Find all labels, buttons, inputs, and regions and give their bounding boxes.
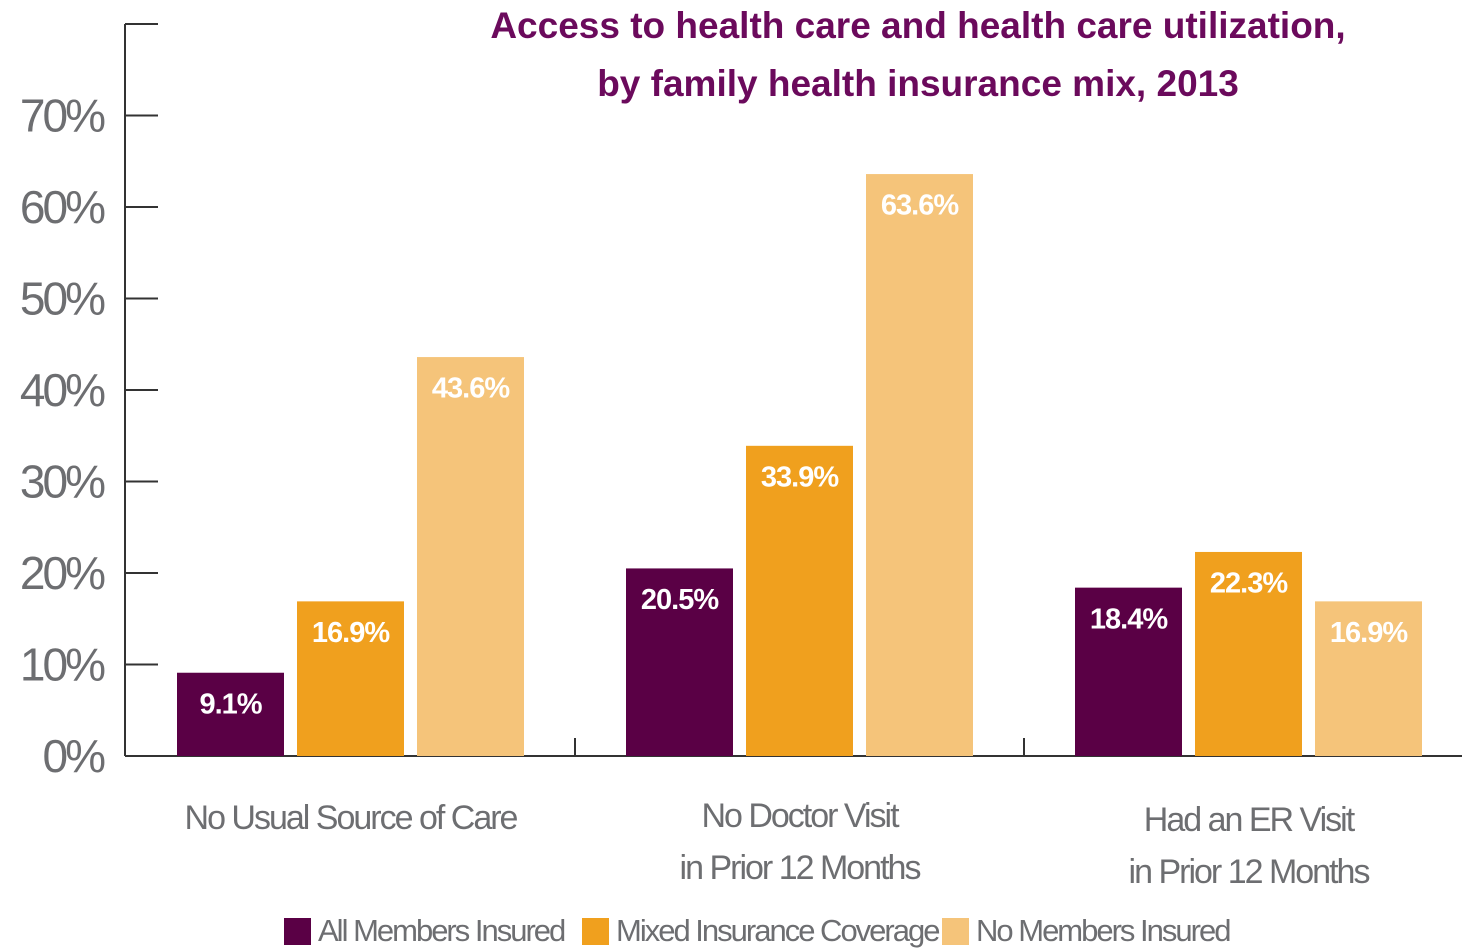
bar bbox=[746, 445, 853, 756]
bar bbox=[1195, 551, 1302, 756]
y-tick-label: 30% bbox=[20, 456, 105, 508]
chart-title: by family health insurance mix, 2013 bbox=[597, 63, 1239, 104]
bar bbox=[1075, 587, 1182, 756]
legend-swatch bbox=[284, 918, 311, 945]
legend-swatch bbox=[582, 918, 609, 945]
x-tick-label: in Prior 12 Months bbox=[1129, 853, 1370, 891]
data-label: 22.3% bbox=[1210, 568, 1288, 600]
y-tick-label: 50% bbox=[20, 273, 105, 325]
data-label: 18.4% bbox=[1090, 603, 1168, 635]
bar bbox=[1315, 601, 1422, 756]
y-tick-label: 10% bbox=[20, 639, 105, 691]
chart-title: Access to health care and health care ut… bbox=[490, 5, 1345, 46]
bar bbox=[297, 601, 404, 756]
x-tick-label: No Usual Source of Care bbox=[185, 799, 518, 837]
data-label: 16.9% bbox=[1330, 617, 1408, 649]
data-label: 9.1% bbox=[199, 688, 262, 720]
y-tick-label: 70% bbox=[20, 90, 105, 142]
y-tick-label: 40% bbox=[20, 364, 105, 416]
legend-label: Mixed Insurance Coverage bbox=[616, 913, 939, 948]
y-tick-label: 0% bbox=[43, 730, 106, 782]
data-label: 63.6% bbox=[881, 190, 959, 222]
x-tick-label: in Prior 12 Months bbox=[680, 849, 921, 887]
legend-label: All Members Insured bbox=[318, 913, 565, 948]
y-tick-label: 60% bbox=[20, 181, 105, 233]
data-label: 20.5% bbox=[641, 584, 719, 616]
data-label: 43.6% bbox=[432, 373, 510, 405]
bar bbox=[866, 174, 973, 756]
bar bbox=[626, 568, 733, 756]
bar bbox=[417, 357, 524, 756]
data-label: 16.9% bbox=[312, 617, 390, 649]
data-label: 33.9% bbox=[761, 461, 839, 493]
bar bbox=[177, 672, 284, 756]
y-tick-label: 20% bbox=[20, 547, 105, 599]
x-tick-label: No Doctor Visit bbox=[701, 797, 900, 835]
legend-swatch bbox=[942, 918, 969, 945]
legend-label: No Members Insured bbox=[976, 913, 1230, 948]
x-tick-label: Had an ER Visit bbox=[1144, 801, 1356, 839]
